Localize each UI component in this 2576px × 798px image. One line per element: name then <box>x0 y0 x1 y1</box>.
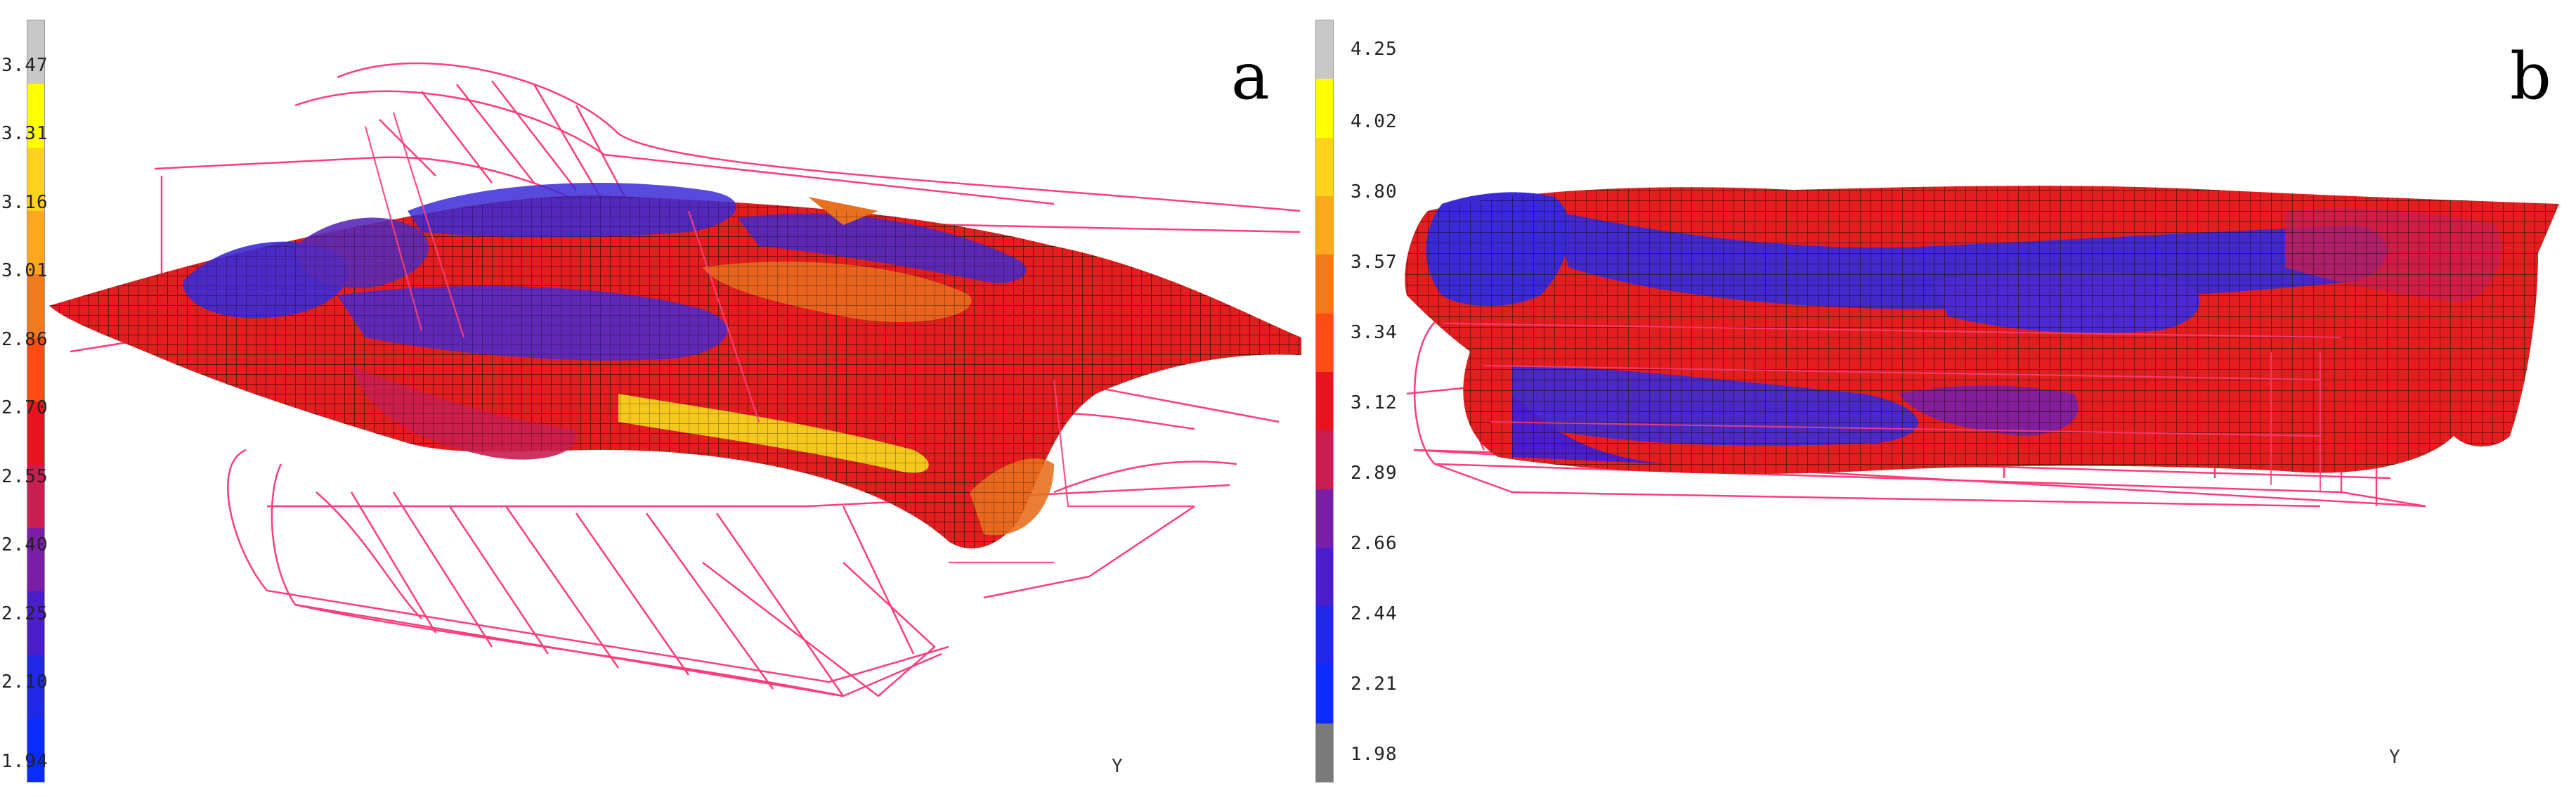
deformed-sheet-a <box>49 183 1301 548</box>
colorbar-swatch <box>1316 430 1333 489</box>
colorbar-tick: 2.66 <box>1351 533 1398 554</box>
colorbar-swatch <box>27 718 44 782</box>
colorbar-tick: 2.21 <box>1351 674 1398 695</box>
fem-view-b <box>1405 186 2559 508</box>
colorbar-swatch <box>1316 255 1333 314</box>
colorbar-tick: 3.31 <box>1 123 48 144</box>
colorbar-swatch <box>27 210 44 274</box>
panel-b: 4.25 4.02 3.80 3.57 3.34 3.12 2.89 2.66 … <box>1301 0 2576 798</box>
colorbar-a <box>27 20 45 783</box>
panel-label-b: b <box>2510 39 2551 114</box>
colorbar-swatch <box>1316 489 1333 548</box>
axis-triad-a: Y <box>1112 756 1123 777</box>
colorbar-tick: 3.01 <box>1 260 48 281</box>
colorbar-swatch <box>1316 20 1333 79</box>
colorbar-swatch <box>27 655 44 719</box>
colorbar-swatch <box>1316 547 1333 607</box>
colorbar-tick: 3.80 <box>1351 181 1398 202</box>
colorbar-tick: 3.34 <box>1351 322 1398 343</box>
panel-label-a: a <box>1231 39 1270 114</box>
colorbar-swatch <box>1316 79 1333 138</box>
colorbar-tick: 2.70 <box>1 397 48 418</box>
colorbar-swatch <box>1316 137 1333 196</box>
colorbar-swatch <box>1316 606 1333 665</box>
colorbar-swatch <box>1316 195 1333 255</box>
colorbar-tick: 3.47 <box>1 55 48 76</box>
colorbar-swatch <box>1316 313 1333 372</box>
colorbar-swatch <box>27 84 44 148</box>
panel-a: 3.47 3.31 3.16 3.01 2.86 2.70 2.55 2.40 … <box>1 20 1301 783</box>
colorbar-swatch <box>27 274 44 338</box>
colorbar-tick: 3.12 <box>1351 392 1398 413</box>
colorbar-tick: 2.44 <box>1351 603 1398 624</box>
colorbar-tick: 3.57 <box>1351 252 1398 273</box>
axis-triad-b: Y <box>2389 747 2400 768</box>
colorbar-tick: 1.98 <box>1351 744 1398 765</box>
colorbar-swatch <box>27 528 44 592</box>
colorbar-swatch <box>1316 723 1333 783</box>
colorbar-swatch <box>1316 664 1333 723</box>
colorbar-swatch <box>27 147 44 211</box>
colorbar-tick: 4.02 <box>1351 111 1398 132</box>
colorbar-swatch <box>27 591 44 655</box>
colorbar-tick: 4.25 <box>1351 39 1398 60</box>
colorbar-swatch <box>1316 371 1333 431</box>
colorbar-tick: 2.55 <box>1 466 48 487</box>
colorbar-swatch <box>27 401 44 465</box>
colorbar-tick: 1.94 <box>1 751 48 772</box>
fem-view-a <box>49 62 1301 697</box>
colorbar-tick: 2.10 <box>1 671 48 693</box>
colorbar-tick: 2.89 <box>1351 463 1398 484</box>
colorbar-tick: 2.40 <box>1 534 48 555</box>
colorbar-tick: 3.16 <box>1 192 48 213</box>
colorbar-swatch <box>27 337 44 401</box>
colorbar-swatch <box>27 464 44 528</box>
colorbar-swatch <box>27 20 44 84</box>
colorbar-b <box>1315 20 1334 783</box>
colorbar-tick: 2.25 <box>1 603 48 624</box>
colorbar-tick: 2.86 <box>1 329 48 350</box>
